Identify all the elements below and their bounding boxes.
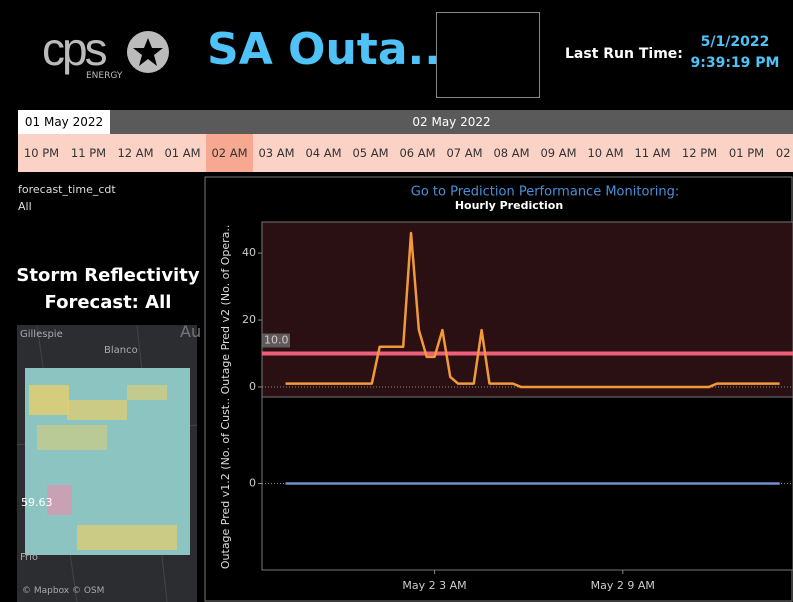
x-tick-label: May 2 9 AM — [591, 579, 655, 592]
y-axis-label: Outage Pred v2 (No. of Opera.. — [219, 225, 232, 395]
y-tick-label: 0 — [249, 380, 256, 393]
plot-area — [262, 222, 793, 397]
chart-title: Hourly Prediction — [455, 199, 563, 212]
chart: Go to Prediction Performance Monitoring:… — [0, 0, 793, 602]
y-tick-label: 40 — [242, 246, 256, 259]
y-tick-label: 20 — [242, 313, 256, 326]
x-tick-label: May 2 3 AM — [402, 579, 466, 592]
chart-link[interactable]: Go to Prediction Performance Monitoring: — [411, 185, 679, 200]
dashboard: cps ENERGY SA Outa.. Last Run Time: 5/1/… — [0, 0, 793, 602]
y-axis-label: Outage Pred v1.2 (No. of Cust.. — [219, 398, 232, 569]
reference-label: 10.0 — [264, 334, 289, 347]
y-tick-label: 0 — [249, 477, 256, 490]
